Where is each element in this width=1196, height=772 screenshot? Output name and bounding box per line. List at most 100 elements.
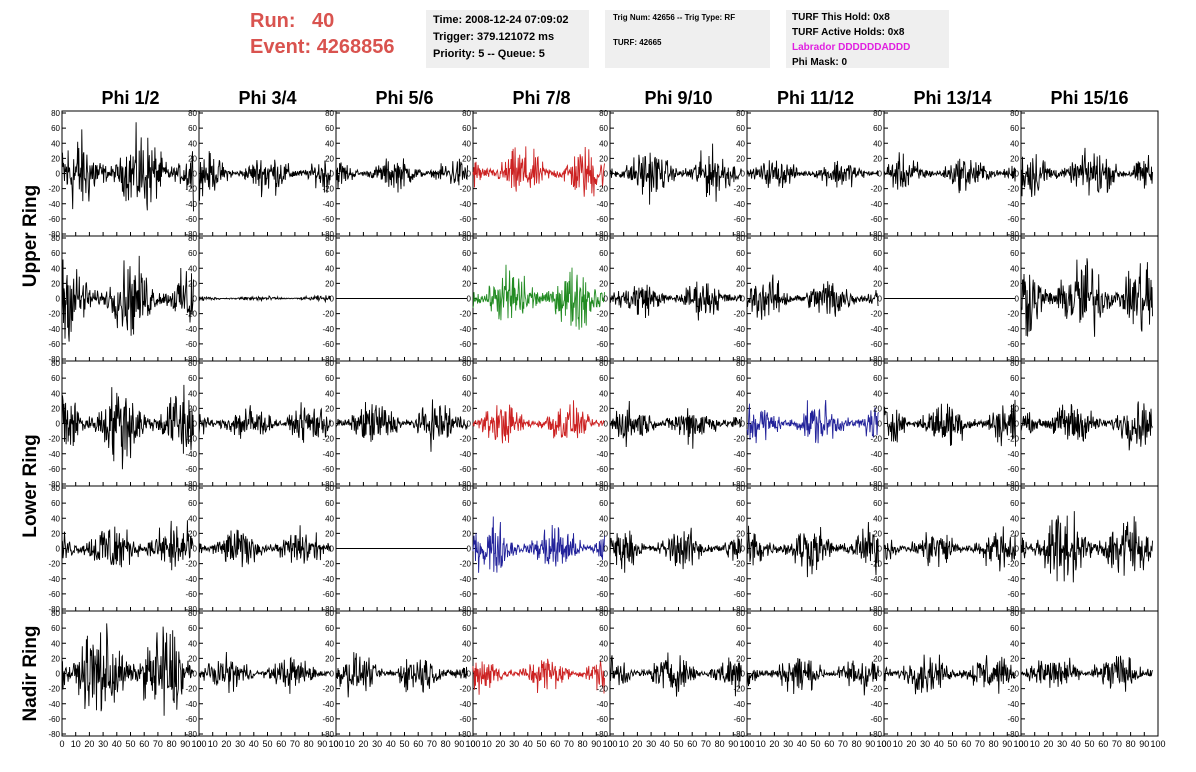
y-tick-label: 40 [188,639,197,648]
y-tick-label: 0 [878,670,883,679]
y-tick-label: 20 [1010,529,1019,538]
y-tick-label: -20 [1007,560,1019,569]
y-tick-label: 80 [188,359,197,368]
y-tick-label: 60 [462,624,471,633]
x-tick-label: 70 [290,739,300,749]
y-tick-label: -60 [596,465,608,474]
y-tick-label: -40 [870,575,882,584]
y-tick-label: 80 [873,359,882,368]
y-tick-label: 60 [1010,624,1019,633]
y-tick-label: -40 [596,450,608,459]
x-tick-label: 0 [881,739,886,749]
y-tick-label: -60 [322,215,334,224]
y-tick-label: 60 [188,499,197,508]
y-tick-label: 20 [325,529,334,538]
y-tick-label: -40 [185,450,197,459]
x-tick-label: 10 [482,739,492,749]
waveform-trace [61,255,194,342]
y-tick-label: -80 [48,480,60,489]
waveform-trace [1020,655,1153,692]
x-tick-label: 30 [509,739,519,749]
y-tick-label: 60 [873,249,882,258]
y-tick-label: 0 [330,545,335,554]
y-tick-label: 0 [56,295,61,304]
y-tick-label: -40 [459,450,471,459]
y-tick-label: 40 [599,264,608,273]
y-tick-label: 20 [325,404,334,413]
x-tick-label: 10 [619,739,629,749]
y-tick-label: 60 [736,374,745,383]
time-text: Time: 2008-12-24 07:09:02 [433,14,569,26]
y-tick-label: 40 [51,264,60,273]
y-tick-label: -80 [322,605,334,614]
y-tick-label: 40 [873,139,882,148]
y-tick-label: -20 [459,685,471,694]
y-tick-label: -20 [459,185,471,194]
y-tick-label: 40 [599,639,608,648]
waveform-trace [1020,511,1153,583]
y-tick-label: 60 [736,249,745,258]
y-tick-label: -40 [870,700,882,709]
y-tick-label: -40 [48,700,60,709]
y-tick-label: 0 [741,670,746,679]
y-tick-label: 60 [1010,374,1019,383]
waveform-trace [746,274,879,320]
y-tick-label: 20 [599,529,608,538]
y-tick-label: 0 [56,420,61,429]
waveform-trace [883,152,1016,194]
y-tick-label: -60 [48,590,60,599]
column-header: Phi 15/16 [1050,88,1128,108]
y-tick-label: 60 [873,374,882,383]
y-tick-label: 40 [599,389,608,398]
waveform-trace [883,654,1016,695]
y-tick-label: -40 [1007,450,1019,459]
waveform-trace [61,122,194,212]
y-tick-label: 0 [1015,545,1020,554]
x-tick-label: 80 [578,739,588,749]
waveform-trace [472,658,605,695]
y-tick-label: -20 [48,685,60,694]
y-tick-label: -40 [459,575,471,584]
y-tick-label: 80 [1010,484,1019,493]
x-tick-label: 30 [235,739,245,749]
y-tick-label: 20 [462,654,471,663]
y-tick-label: 20 [1010,279,1019,288]
y-tick-label: -60 [185,465,197,474]
x-tick-label: 20 [769,739,779,749]
y-tick-label: 80 [325,359,334,368]
y-tick-label: 0 [1015,420,1020,429]
y-tick-label: 60 [51,624,60,633]
y-tick-label: -80 [322,230,334,239]
x-tick-label: 0 [470,739,475,749]
y-tick-label: 40 [462,514,471,523]
x-tick-label: 80 [852,739,862,749]
y-tick-label: -40 [48,450,60,459]
event-line: Event: 4268856 [250,34,420,60]
y-tick-label: -20 [48,435,60,444]
x-tick-label: 0 [196,739,201,749]
y-tick-label: 60 [462,249,471,258]
y-tick-label: 60 [873,624,882,633]
y-tick-label: 20 [188,404,197,413]
y-tick-label: 40 [462,639,471,648]
y-tick-label: 0 [467,420,472,429]
y-tick-label: -60 [870,590,882,599]
y-tick-label: -80 [733,605,745,614]
run-line: Run: 40 [250,8,420,34]
y-tick-label: 0 [467,670,472,679]
waveform-trace [1020,147,1153,198]
trigger-info-panel: Trig Num: 42656 -- Trig Type: RF TURF: 4… [605,10,770,68]
y-tick-label: 60 [188,374,197,383]
y-tick-label: 20 [599,654,608,663]
y-tick-label: -60 [185,215,197,224]
y-tick-label: -40 [596,325,608,334]
y-tick-label: -80 [870,605,882,614]
x-tick-label: 10 [756,739,766,749]
x-tick-label: 80 [715,739,725,749]
y-tick-label: -40 [185,325,197,334]
x-tick-label: 30 [646,739,656,749]
column-header: Phi 13/14 [913,88,991,108]
waveform-trace [609,652,742,697]
x-tick-label: 30 [1057,739,1067,749]
